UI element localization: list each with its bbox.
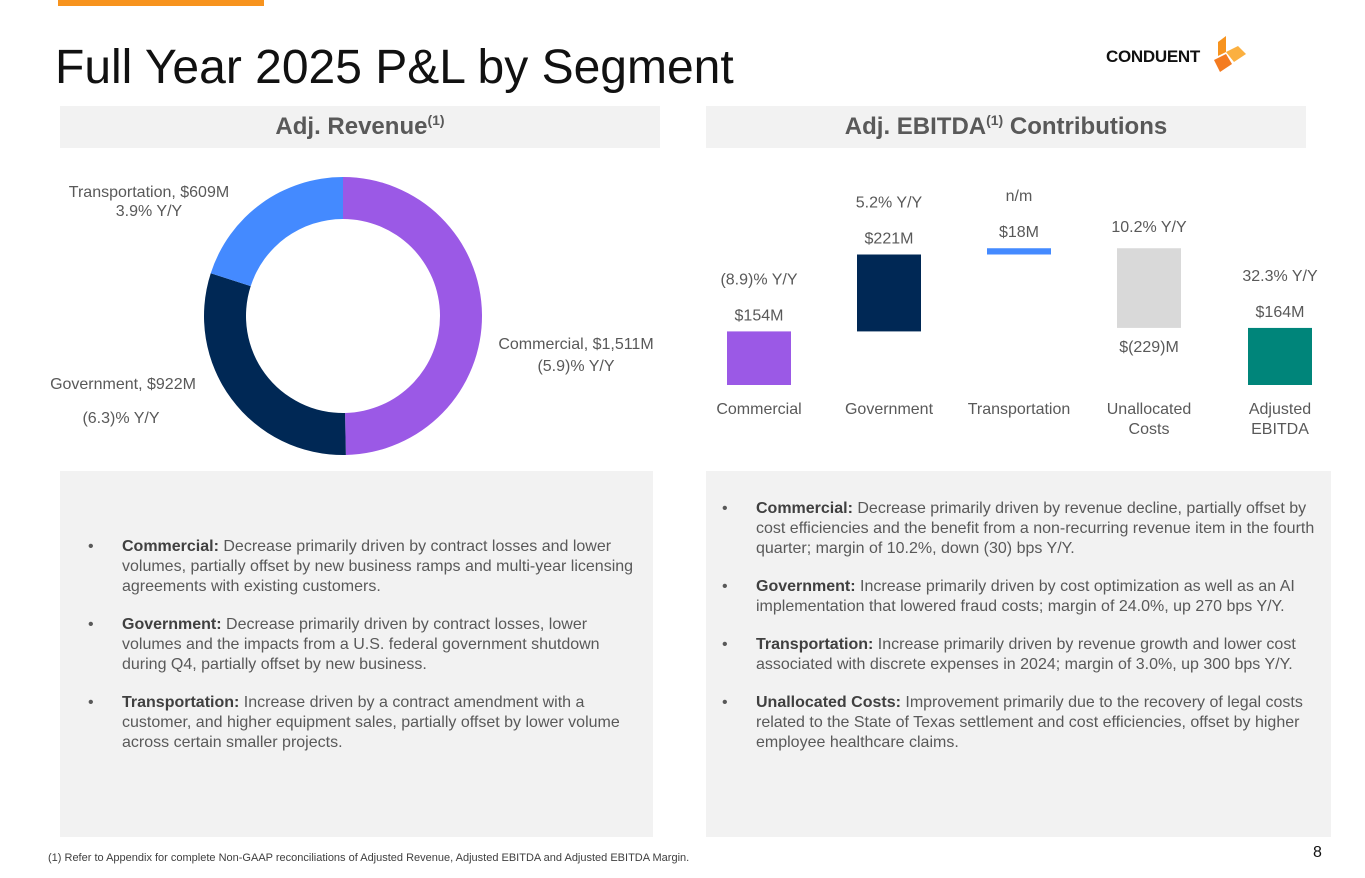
donut-slice-government [204,273,346,455]
conduent-logo: CONDUENT [1106,32,1256,76]
bar-value-unallocated-costs: $(229)M [1119,339,1179,356]
bullet-label: Unallocated Costs: [756,694,901,711]
bar-value-commercial: $154M [735,307,784,324]
bullet-text: Decrease primarily driven by revenue dec… [756,500,1315,557]
bar-value-adjusted-ebitda: $164M [1256,304,1305,321]
revenue-bullet-transportation: • Transportation: Increase driven by a co… [88,693,643,753]
bar-government [857,254,921,332]
bullet-icon: • [88,538,94,555]
bar-yoy-commercial: (8.9)% Y/Y [720,271,797,288]
bar-adjusted-ebitda [1248,327,1312,385]
bullet-text: Increase primarily driven by cost optimi… [756,578,1295,615]
revenue-commentary-list: • Commercial: Decrease primarily driven b… [88,537,643,771]
bullet-icon: • [722,694,728,711]
bullet-icon: • [722,578,728,595]
bar-transportation [987,248,1051,255]
category-label-commercial: Commercial [716,401,801,418]
category-label-government: Government [845,401,934,418]
bar-value-transportation: $18M [999,224,1039,241]
bar-unallocated-costs [1117,248,1181,328]
ebitda-waterfall-chart: $154M (8.9)% Y/Y Commercial $221M 5.2% Y/Y Go… [716,188,1318,438]
bullet-icon: • [722,636,728,653]
ebitda-title-sup: (1) [986,112,1004,128]
bullet-label: Commercial: [122,538,219,555]
donut-slice-commercial [343,177,482,455]
category-label-transportation: Transportation [968,401,1071,418]
donut-label-government: Government, $922M [50,376,196,393]
ebitda-panel-title: Adj. EBITDA(1) Contributions [706,106,1306,148]
ebitda-title-suffix: Contributions [1003,113,1168,140]
donut-label-transportation: Transportation, $609M [69,184,229,201]
category-label-adjusted-ebitda: Adjusted EBITDA [1249,401,1311,438]
bullet-text: Decrease primarily driven by contract lo… [122,616,600,673]
donut-yoy-transportation: 3.9% Y/Y [116,203,183,220]
bullet-text: Decrease primarily driven by contract lo… [122,538,634,595]
donut-label-commercial: Commercial, $1,511M [498,336,653,353]
revenue-title-sup: (1) [427,112,445,128]
ebitda-commentary: • Commercial: Decrease primarily driven b… [706,471,1331,837]
bullet-label: Commercial: [756,500,853,517]
accent-bar [58,0,264,6]
bullet-icon: • [88,694,94,711]
bullet-text: Improvement primarily due to the recover… [756,694,1303,751]
ebitda-commentary-list: • Commercial: Decrease primarily driven b… [722,499,1322,771]
revenue-commentary: • Commercial: Decrease primarily driven b… [60,471,653,837]
bar-yoy-unallocated-costs: 10.2% Y/Y [1111,219,1187,236]
bar-value-government: $221M [865,231,914,248]
ebitda-title-text: Adj. EBITDA [844,113,987,140]
revenue-bullet-commercial: • Commercial: Decrease primarily driven b… [88,537,643,597]
donut-slice-transportation [210,177,343,287]
bullet-text: Increase primarily driven by revenue gro… [756,636,1296,673]
donut-yoy-government: (6.3)% Y/Y [82,410,159,427]
ebitda-bullet-unallocated-costs: • Unallocated Costs: Improvement primaril… [722,693,1322,753]
logo-text: CONDUENT [1106,47,1200,66]
ebitda-bullet-transportation: • Transportation: Increase primarily driv… [722,635,1322,675]
bullet-icon: • [722,500,728,517]
page-number: 8 [1313,844,1322,861]
bullet-text: Increase driven by a contract amendment … [122,694,620,751]
revenue-title-text: Adj. Revenue [275,113,428,140]
donut-yoy-commercial: (5.9)% Y/Y [537,358,614,375]
ebitda-bullet-government: • Government: Increase primarily driven b… [722,577,1322,617]
bullet-label: Government: [122,616,222,633]
bar-yoy-transportation: n/m [1006,188,1033,205]
bar-yoy-adjusted-ebitda: 32.3% Y/Y [1242,268,1318,285]
bullet-label: Government: [756,578,856,595]
footnote: (1) Refer to Appendix for complete Non-G… [48,852,690,864]
bar-commercial [727,331,791,385]
bullet-label: Transportation: [122,694,240,711]
page-title: Full Year 2025 P&L by Segment [55,41,734,94]
revenue-panel-title: Adj. Revenue(1) [60,106,660,148]
category-label-unallocated-costs: Unallocated Costs [1107,401,1192,438]
revenue-bullet-government: • Government: Decrease primarily driven b… [88,615,643,675]
bar-yoy-government: 5.2% Y/Y [856,195,923,212]
conduent-logo-icon [1214,36,1246,72]
bullet-label: Transportation: [756,636,874,653]
bullet-icon: • [88,616,94,633]
revenue-donut-chart: Commercial, $1,511M (5.9)% Y/Y Government,… [50,177,654,455]
ebitda-bullet-commercial: • Commercial: Decrease primarily driven b… [722,499,1322,559]
